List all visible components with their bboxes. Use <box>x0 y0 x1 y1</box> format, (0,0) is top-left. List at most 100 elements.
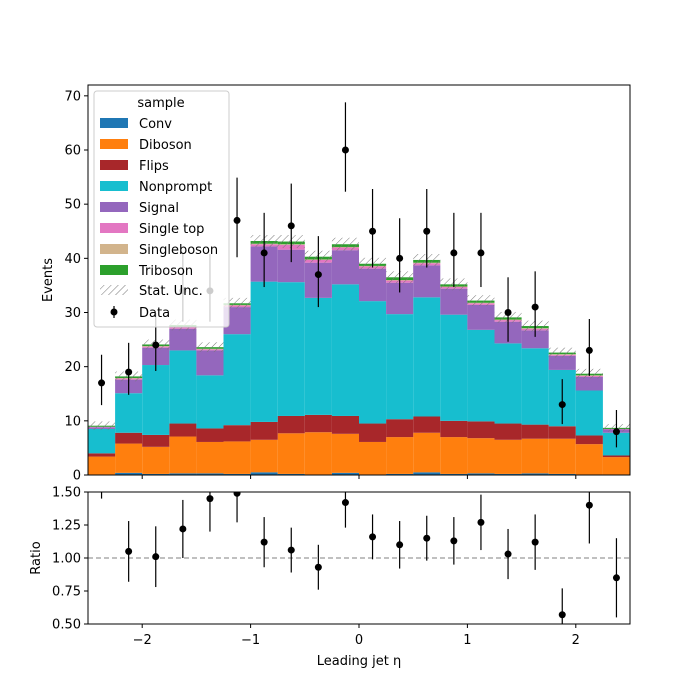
bar-diboson-11 <box>386 437 414 474</box>
bar-nonprompt-8 <box>304 297 332 415</box>
bar-flips-5 <box>223 425 251 442</box>
bar-diboson-7 <box>277 433 305 474</box>
bar-nonprompt-5 <box>223 334 251 426</box>
stat-unc-band-5 <box>223 297 251 309</box>
bar-signal-17 <box>548 355 576 370</box>
bar-nonprompt-12 <box>413 297 441 417</box>
stat-unc-band-4 <box>196 342 224 353</box>
legend-entries: Conv Diboson Flips Nonprompt Signal Single to… <box>100 117 218 279</box>
legend-label-single-top: Single top <box>139 222 204 237</box>
bar-signal-13 <box>440 288 468 315</box>
bar-diboson-16 <box>521 438 549 474</box>
bar-nonprompt-16 <box>521 348 549 425</box>
bar-nonprompt-2 <box>142 365 170 435</box>
bar-diboson-3 <box>169 436 197 474</box>
ratio-point-8 <box>314 563 322 571</box>
bar-flips-19 <box>602 455 630 458</box>
stacked-bars <box>88 241 630 475</box>
main-y-tick-label: 0 <box>73 469 81 484</box>
legend-label-singleboson: Singleboson <box>139 243 218 258</box>
bar-flips-0 <box>88 453 116 457</box>
data-point-1 <box>125 368 133 376</box>
bar-diboson-18 <box>575 444 603 475</box>
bar-conv-16 <box>521 473 549 475</box>
legend-title: sample <box>137 96 184 111</box>
data-point-6 <box>260 249 268 257</box>
main-y-tick-label: 50 <box>64 198 81 213</box>
bar-nonprompt-3 <box>169 350 197 424</box>
ratio-point-12 <box>423 534 431 542</box>
bar-flips-17 <box>548 426 576 439</box>
bar-nonprompt-7 <box>277 282 305 416</box>
bar-nonprompt-13 <box>440 314 468 421</box>
bar-diboson-2 <box>142 446 170 474</box>
bar-nonprompt-6 <box>250 281 278 422</box>
bar-signal-3 <box>169 328 197 351</box>
ratio-x-ticks: −2 −1 0 1 2 <box>133 624 580 648</box>
bar-flips-16 <box>521 424 549 439</box>
ratio-point-10 <box>369 533 377 541</box>
bar-conv-3 <box>169 473 197 475</box>
ratio-point-6 <box>260 538 268 546</box>
legend-swatch-flips <box>100 160 128 170</box>
ratio-frame <box>87 491 631 625</box>
bar-nonprompt-9 <box>331 284 359 416</box>
bar-nonprompt-4 <box>196 375 224 429</box>
bar-conv-11 <box>386 473 414 475</box>
ratio-point-3 <box>179 525 187 533</box>
bar-diboson-8 <box>304 432 332 475</box>
legend-label-diboson: Diboson <box>139 138 192 153</box>
bar-flips-15 <box>494 423 522 440</box>
ratio-x-tick-label: 2 <box>572 633 580 648</box>
legend-swatch-singleboson <box>100 244 128 254</box>
bar-diboson-10 <box>359 441 387 475</box>
ratio-point-11 <box>396 541 404 549</box>
ratio-point-14 <box>477 518 485 526</box>
ratio-point-17 <box>558 611 566 619</box>
ratio-x-tick-label: −2 <box>133 633 152 648</box>
data-point-5 <box>233 216 241 224</box>
bar-nonprompt-1 <box>115 393 143 433</box>
bar-conv-13 <box>440 473 468 475</box>
legend-label-nonprompt: Nonprompt <box>139 180 212 195</box>
bar-flips-10 <box>359 423 387 442</box>
stat-unc-band-9 <box>331 237 359 251</box>
main-y-tick-label: 20 <box>64 360 81 375</box>
ratio-point-5 <box>233 492 241 497</box>
ratio-point-4 <box>206 495 214 503</box>
data-point-18 <box>585 346 593 354</box>
bar-signal-14 <box>467 304 495 330</box>
data-point-17 <box>558 401 566 409</box>
ratio-point-19 <box>612 574 620 582</box>
bar-conv-9 <box>331 472 359 475</box>
bar-nonprompt-15 <box>494 343 522 424</box>
data-point-0 <box>98 379 106 387</box>
bar-conv-15 <box>494 473 522 475</box>
bar-flips-12 <box>413 416 441 433</box>
ratio-x-tick-label: 1 <box>463 633 471 648</box>
main-y-tick-label: 60 <box>64 144 81 159</box>
bar-diboson-12 <box>413 432 441 473</box>
bar-diboson-19 <box>602 457 630 475</box>
bar-flips-7 <box>277 415 305 434</box>
bar-diboson-4 <box>196 441 224 474</box>
stat-unc-band-0 <box>88 421 116 431</box>
ratio-point-1 <box>125 547 133 555</box>
bar-conv-4 <box>196 473 224 475</box>
bar-diboson-17 <box>548 438 576 474</box>
ratio-x-tick-label: 0 <box>355 633 363 648</box>
bar-flips-3 <box>169 423 197 437</box>
bar-signal-18 <box>575 376 603 391</box>
main-y-label: Events <box>41 258 56 302</box>
bar-flips-8 <box>304 414 332 433</box>
main-y-tick-label: 70 <box>64 89 81 104</box>
main-panel: 0 10 20 30 40 50 60 70 Events sample Conv Diboso… <box>41 84 631 484</box>
ratio-points <box>100 492 620 624</box>
bar-signal-10 <box>359 268 387 302</box>
ratio-y-tick-label: 1.50 <box>52 486 81 501</box>
ratio-point-2 <box>152 553 160 561</box>
bar-nonprompt-11 <box>386 314 414 420</box>
data-point-12 <box>423 227 431 235</box>
main-y-tick-label: 30 <box>64 306 81 321</box>
data-point-15 <box>504 309 512 316</box>
